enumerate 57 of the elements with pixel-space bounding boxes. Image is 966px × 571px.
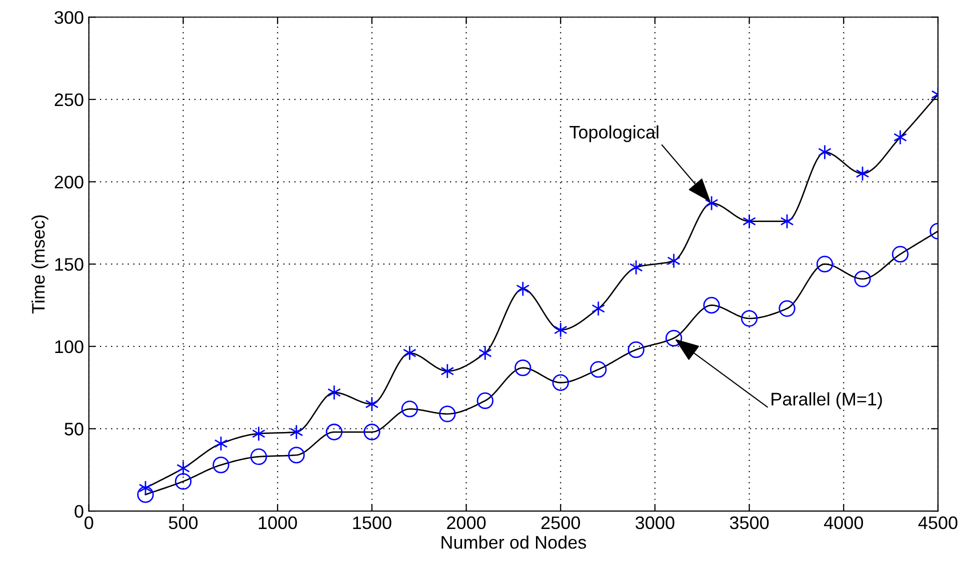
x-axis-title: Number od Nodes — [442, 536, 586, 549]
point — [252, 426, 266, 442]
y-axis-title: Time (msec) — [32, 215, 48, 314]
point — [703, 296, 720, 314]
point — [476, 392, 494, 410]
point — [667, 253, 681, 268]
point — [629, 260, 643, 276]
y-tick-label: 50 — [64, 422, 84, 436]
point — [212, 456, 230, 474]
point — [439, 406, 456, 422]
point — [592, 300, 606, 316]
point — [250, 448, 268, 466]
y-tick-label: 100 — [55, 340, 84, 354]
point — [174, 473, 192, 490]
point — [290, 424, 304, 440]
y-tick-label: 250 — [54, 93, 84, 106]
x-tick-label: 3000 — [636, 516, 674, 530]
x-tick-label: 0 — [84, 516, 94, 530]
y-tick-label: 200 — [54, 176, 84, 188]
point — [478, 345, 492, 361]
point — [326, 424, 343, 440]
x-tick-label: 1000 — [258, 516, 297, 530]
point — [516, 281, 530, 296]
point — [894, 130, 907, 145]
point — [552, 374, 569, 391]
point — [365, 396, 379, 412]
x-tick-label: 1500 — [353, 516, 392, 530]
annotation: Topological — [570, 125, 658, 142]
point — [892, 246, 909, 263]
x-tick-label: 4000 — [824, 516, 864, 530]
point — [816, 256, 834, 272]
point — [440, 363, 454, 379]
y-tick-label: 0 — [74, 504, 84, 518]
point — [327, 384, 341, 400]
point — [854, 270, 871, 288]
x-tick-label: 2500 — [541, 516, 580, 530]
point — [554, 322, 568, 338]
point — [742, 214, 756, 229]
point — [778, 300, 796, 317]
point — [818, 144, 832, 160]
point — [401, 400, 418, 418]
point — [590, 361, 607, 378]
point — [628, 341, 644, 358]
point — [364, 424, 380, 440]
point — [740, 310, 758, 327]
point — [665, 330, 682, 347]
x-tick-label: 500 — [168, 516, 198, 530]
x-tick-label: 3500 — [730, 516, 769, 530]
annotation: Parallel (M=1) — [772, 392, 882, 410]
y-tick-label: 300 — [54, 11, 84, 24]
point — [402, 345, 416, 361]
point — [137, 486, 154, 503]
y-tick-label: 150 — [55, 258, 84, 271]
point — [288, 446, 305, 464]
x-tick-label: 4500 — [918, 516, 958, 530]
x-tick-label: 2000 — [447, 516, 486, 530]
point — [514, 359, 532, 376]
